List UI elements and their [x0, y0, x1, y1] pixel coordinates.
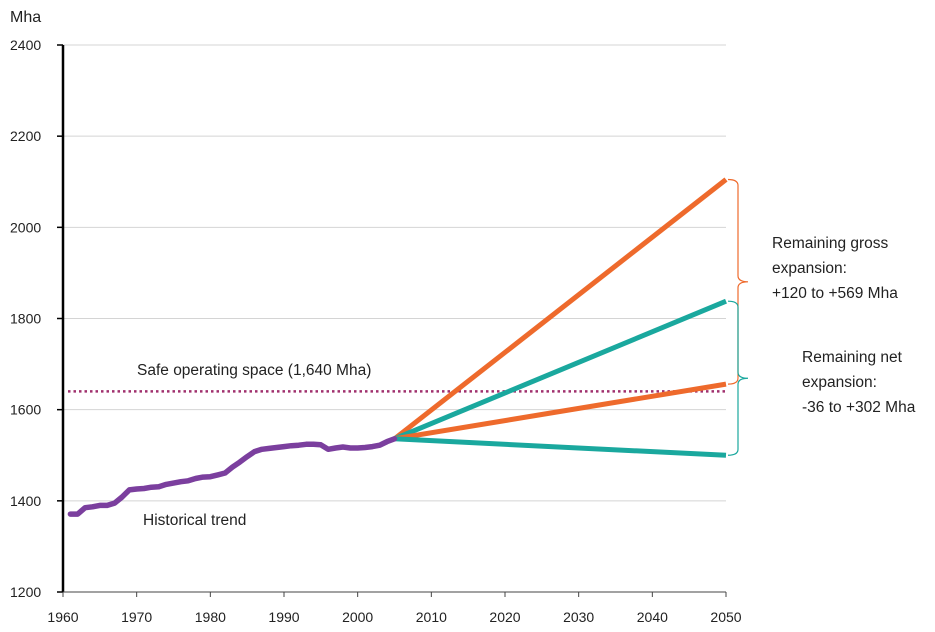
x-tick-label: 1990: [268, 609, 299, 625]
net-annotation-line-2: expansion:: [802, 374, 877, 391]
gross-expansion-brace: [727, 178, 749, 385]
gross-annotation-line-2: expansion:: [772, 260, 847, 277]
gross-annotation-line-1: Remaining gross: [772, 235, 889, 252]
x-ticks: 1960 1970 1980 1990 2000 2010 2020 2030 2040 2050: [47, 592, 742, 625]
safe-operating-space-label: Safe operating space (1,640 Mha): [137, 362, 371, 379]
series-projection-4: [394, 436, 727, 458]
x-tick-label: 1970: [121, 609, 152, 625]
series-lines: [67, 177, 728, 517]
series-projection-3: [394, 381, 727, 442]
y-tick-label: 1800: [10, 311, 41, 327]
y-axis-unit: Mha: [10, 9, 41, 26]
series-projection-2: [393, 298, 727, 442]
x-tick-label: 2050: [710, 609, 741, 625]
net-annotation-line-3: -36 to +302 Mha: [802, 399, 916, 416]
x-tick-label: 1980: [195, 609, 226, 625]
y-tick-label: 2000: [10, 219, 41, 235]
y-tick-label: 1200: [10, 584, 41, 600]
grid-lines: [63, 44, 726, 502]
y-tick-label: 1600: [10, 402, 41, 418]
y-tick-label: 2200: [10, 128, 41, 144]
x-tick-label: 2000: [342, 609, 373, 625]
y-tick-label: 2400: [10, 37, 41, 53]
x-tick-label: 2040: [637, 609, 668, 625]
series-projection-1: [392, 177, 728, 441]
series-historical-trend: [67, 436, 398, 517]
x-tick-label: 2010: [416, 609, 447, 625]
y-ticks: 1200 1400 1600 1800 2000 2200 2400: [10, 37, 63, 600]
historical-trend-label: Historical trend: [143, 512, 246, 529]
net-annotation-line-1: Remaining net: [802, 349, 903, 366]
gross-annotation-line-3: +120 to +569 Mha: [772, 285, 898, 302]
x-tick-label: 2020: [489, 609, 520, 625]
y-tick-label: 1400: [10, 493, 41, 509]
x-tick-label: 2030: [563, 609, 594, 625]
x-tick-label: 1960: [47, 609, 78, 625]
net-expansion-brace: [727, 300, 749, 456]
